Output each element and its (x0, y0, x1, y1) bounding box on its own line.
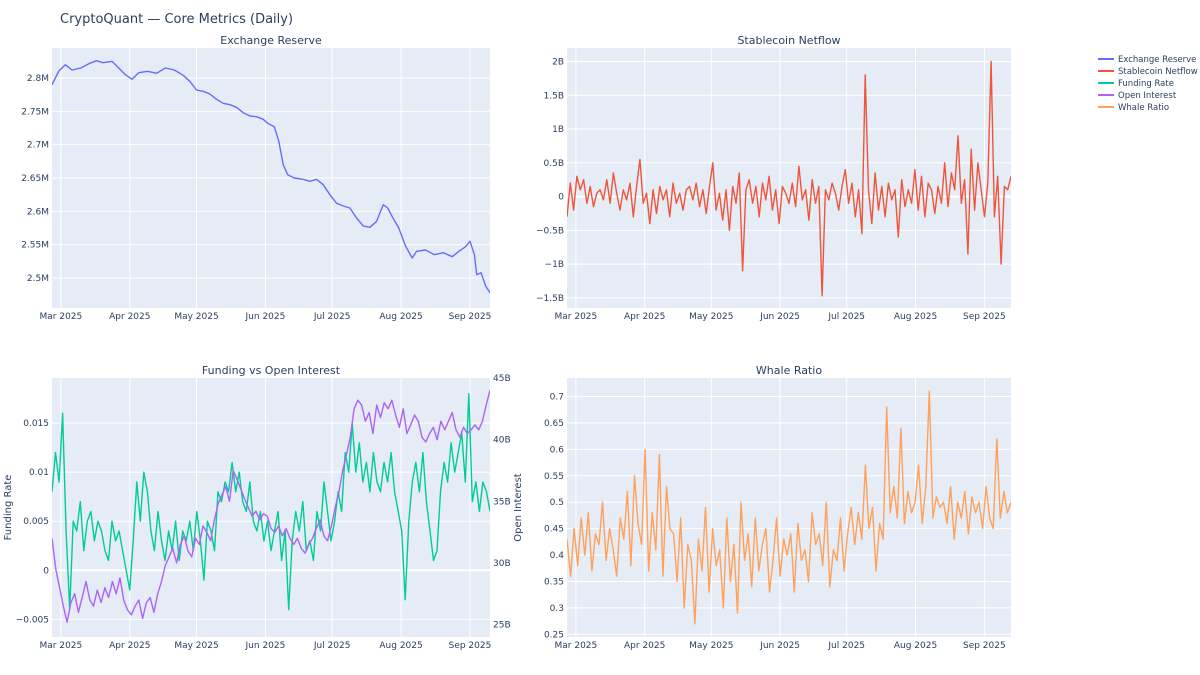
whale-ratio-line (567, 390, 1011, 625)
y2-tick-label: 30B (493, 559, 511, 569)
plot-area (567, 48, 1011, 308)
x-tick-label: Jul 2025 (313, 641, 351, 651)
y-axis-label: Funding Rate (3, 475, 14, 541)
y2-tick-label: 40B (493, 436, 511, 446)
y-tick-label: 2.7M (27, 141, 49, 151)
y-tick-label: 0.7 (550, 393, 564, 403)
y-tick-label: −1B (545, 260, 564, 270)
y-tick-label: 0.01 (29, 468, 49, 478)
x-tick-label: Aug 2025 (894, 312, 937, 322)
y-tick-label: 0 (558, 193, 564, 203)
x-tick-label: Sep 2025 (449, 312, 492, 322)
y-tick-label: 2.8M (27, 74, 49, 84)
legend-label: Exchange Reserve (1118, 55, 1196, 65)
y-tick-label: 0 (43, 566, 49, 576)
y-tick-label: 1B (552, 125, 564, 135)
y-tick-label: 2.55M (21, 241, 49, 251)
x-tick-label: Jul 2025 (827, 312, 865, 322)
panel-title: Stablecoin Netflow (737, 34, 840, 47)
plot-area (567, 378, 1011, 637)
y-tick-label: 0.65 (544, 419, 564, 429)
y-tick-label: 0.6 (550, 445, 565, 455)
legend-item-stablecoin-netflow[interactable]: Stablecoin Netflow (1098, 67, 1198, 77)
y2-axis-label: Open Interest (513, 473, 524, 542)
x-tick-label: Sep 2025 (963, 312, 1006, 322)
y-tick-label: 0.45 (544, 525, 564, 535)
y2-tick-label: 45B (493, 374, 511, 384)
stablecoin-netflow-line (567, 60, 1011, 297)
y-tick-label: −0.5B (536, 226, 564, 236)
y-tick-label: 2.6M (27, 207, 49, 217)
y2-tick-label: 35B (493, 497, 511, 507)
x-tick-label: May 2025 (174, 312, 218, 322)
panel-title: Exchange Reserve (220, 34, 322, 47)
figure-title: CryptoQuant — Core Metrics (Daily) (60, 12, 294, 27)
y-tick-label: 0.25 (544, 630, 564, 640)
x-tick-label: Jul 2025 (313, 312, 351, 322)
legend-item-open-interest[interactable]: Open Interest (1098, 91, 1177, 101)
y2-tick-label: 25B (493, 621, 511, 631)
legend-item-whale-ratio[interactable]: Whale Ratio (1098, 103, 1169, 113)
x-tick-label: Aug 2025 (894, 641, 937, 651)
x-tick-label: Jun 2025 (245, 641, 286, 651)
legend-label: Stablecoin Netflow (1118, 67, 1198, 77)
y-tick-label: 2B (552, 58, 564, 68)
x-tick-label: Apr 2025 (109, 641, 150, 651)
x-tick-label: Aug 2025 (379, 312, 422, 322)
funding-rate-line (52, 393, 490, 611)
plot-area (52, 378, 490, 637)
y-tick-label: 0.55 (544, 472, 564, 482)
y-tick-label: −0.005 (16, 615, 49, 625)
y-tick-label: 1.5B (544, 91, 565, 101)
x-tick-label: Apr 2025 (624, 312, 665, 322)
x-tick-label: Mar 2025 (555, 641, 598, 651)
stablecoin-netflow-panel: Mar 2025 Apr 2025 May 2025 Jun 2025 Jul 2025… (536, 34, 1011, 322)
x-tick-label: Sep 2025 (449, 641, 492, 651)
y-tick-label: 0.3 (550, 604, 564, 614)
x-tick-label: Jun 2025 (759, 641, 800, 651)
y-tick-label: 0.015 (23, 419, 49, 429)
exchange-reserve-panel: Mar 2025 Apr 2025 May 2025 Jun 2025 Jul 2025… (21, 34, 492, 322)
whale-ratio-panel: Mar 2025 Apr 2025 May 2025 Jun 2025 Jul 2025… (544, 364, 1011, 651)
y-tick-label: 2.75M (21, 107, 49, 117)
x-tick-label: Apr 2025 (109, 312, 150, 322)
x-tick-label: Jun 2025 (245, 312, 286, 322)
y-tick-label: 0.35 (544, 578, 564, 588)
x-tick-label: Mar 2025 (40, 641, 83, 651)
y-tick-label: 0.005 (23, 517, 49, 527)
y-tick-label: 0.5B (544, 159, 565, 169)
x-tick-label: May 2025 (174, 641, 218, 651)
y-tick-label: 2.65M (21, 174, 49, 184)
panel-title: Whale Ratio (756, 364, 822, 377)
y-tick-label: 0.5 (550, 498, 564, 508)
x-tick-label: Aug 2025 (379, 641, 422, 651)
y-tick-label: 0.4 (550, 551, 565, 561)
panel-title: Funding vs Open Interest (202, 364, 341, 377)
y-tick-label: 2.5M (27, 274, 49, 284)
legend-label: Whale Ratio (1118, 103, 1169, 113)
x-tick-label: Apr 2025 (624, 641, 665, 651)
funding-vs-open-interest-panel: Mar 2025 Apr 2025 May 2025 Jun 2025 Jul 2025… (3, 364, 524, 651)
open-interest-line (52, 390, 490, 623)
x-tick-label: May 2025 (689, 312, 733, 322)
legend-label: Open Interest (1118, 91, 1177, 101)
legend-item-exchange-reserve[interactable]: Exchange Reserve (1098, 55, 1196, 65)
y-tick-label: −1.5B (536, 294, 564, 304)
exchange-reserve-line (52, 60, 490, 294)
x-tick-label: Mar 2025 (40, 312, 83, 322)
legend-item-funding-rate[interactable]: Funding Rate (1098, 79, 1174, 89)
legend-label: Funding Rate (1118, 79, 1174, 89)
x-tick-label: Sep 2025 (963, 641, 1006, 651)
x-tick-label: Mar 2025 (555, 312, 598, 322)
x-tick-label: Jun 2025 (759, 312, 800, 322)
legend[interactable]: Exchange Reserve Stablecoin Netflow Fundin… (1098, 55, 1198, 113)
x-tick-label: May 2025 (689, 641, 733, 651)
x-tick-label: Jul 2025 (827, 641, 865, 651)
